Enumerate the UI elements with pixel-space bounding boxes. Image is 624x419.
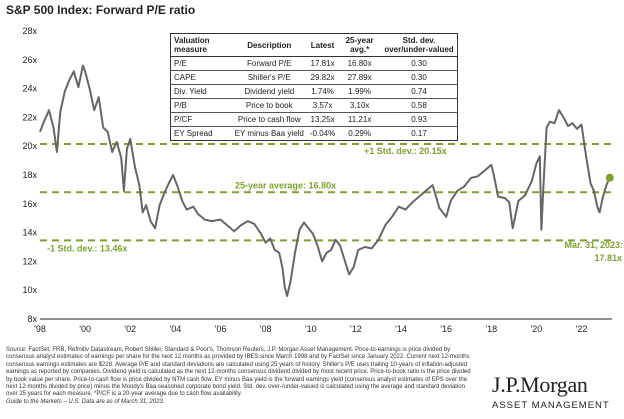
- logo-subtitle: ASSET MANAGEMENT: [492, 400, 610, 411]
- source-text: Source: FactSet, FRB, Refinitiv Datastre…: [6, 347, 471, 398]
- cell-avg: 0.29%: [348, 129, 371, 138]
- cell-avg: 16.80x: [338, 56, 381, 71]
- y-tick-label: 14x: [22, 228, 37, 238]
- table-row: P/CF Price to cash flow 13.25x 11.21x 0.…: [170, 112, 458, 127]
- cell-latest: 17.81x: [306, 56, 339, 71]
- cell-description: Forward P/E: [231, 56, 307, 71]
- source-footnote: Source: FactSet, FRB, Refinitiv Datastre…: [6, 347, 471, 406]
- y-tick-label: 10x: [22, 285, 37, 295]
- x-tick-label: '22: [576, 324, 588, 334]
- col-header-measure: Valuation measure: [170, 33, 232, 57]
- cell-measure: P/B: [170, 98, 232, 113]
- cell-avg: 27.89x: [338, 70, 381, 85]
- table-row: CAPE Shiller's P/E 29.82x 27.89x 0.30: [170, 70, 458, 85]
- latest-annotation-value: 17.81x: [594, 253, 622, 263]
- x-tick-label: '12: [350, 324, 362, 334]
- cell-latest: 1.74%: [306, 84, 339, 99]
- x-axis: '98 '00 '02 '04 '06 '08 '10 '12 '14 '16 '18 '20 '22: [34, 324, 587, 334]
- jpmorgan-logo: J.P.Morgan ASSET MANAGEMENT: [492, 372, 620, 411]
- cell-measure: CAPE: [170, 70, 232, 85]
- cell-latest: 3.57x: [306, 98, 339, 113]
- cell-avg: 1.99%: [338, 84, 381, 99]
- cell-measure: Div. Yield: [170, 84, 232, 99]
- x-tick-label: '20: [531, 324, 543, 334]
- x-tick-label: '10: [305, 324, 317, 334]
- y-tick-label: 28x: [22, 26, 37, 36]
- guide-text: Guide to the Markets – U.S. Data are as …: [6, 398, 165, 405]
- x-tick-label: '06: [215, 324, 227, 334]
- x-tick-label: '18: [485, 324, 497, 334]
- cell-stddev: 0.17: [411, 129, 427, 138]
- x-tick-label: '08: [260, 324, 272, 334]
- cell-latest: 29.82x: [306, 70, 339, 85]
- latest-point-marker: [605, 173, 614, 182]
- cell-stddev: 0.74: [381, 84, 458, 99]
- y-tick-label: 20x: [22, 141, 37, 151]
- chart-title: S&P 500 Index: Forward P/E ratio: [6, 3, 196, 17]
- reference-lines: +1 Std. dev.: 20.15x 25-year average: 16.…: [40, 143, 612, 253]
- reference-line-label: 25-year average: 16.80x: [235, 180, 336, 190]
- cell-stddev: 0.30: [381, 70, 458, 85]
- cell-description: Shiller's P/E: [231, 70, 307, 85]
- cell-description: Dividend yield: [231, 84, 307, 99]
- latest-annotation-date: Mar. 31, 2023:: [564, 240, 623, 250]
- cell-stddev: 0.58: [381, 98, 458, 113]
- x-tick-label: '98: [34, 324, 46, 334]
- x-tick-label: '14: [395, 324, 407, 334]
- cell-measure: EY Spread: [174, 129, 213, 138]
- logo-brand: J.P.Morgan: [492, 372, 588, 397]
- cell-measure: P/CF: [170, 112, 232, 127]
- cell-latest: -0.04%: [309, 129, 336, 138]
- x-tick-label: '02: [124, 324, 136, 334]
- cell-stddev: 0.30: [381, 56, 458, 71]
- y-tick-label: 16x: [22, 199, 37, 209]
- series-layer: [39, 64, 611, 297]
- table-row: Div. Yield Dividend yield 1.74% 1.99% 0.…: [170, 84, 458, 99]
- col-header-description: Description: [231, 33, 307, 57]
- y-axis: 8x 10x 12x 14x 16x 18x 20x 22x 24x 26x 28x: [22, 26, 612, 324]
- annotation-layer: Mar. 31, 2023: 17.81x: [564, 173, 623, 263]
- col-header-avg: 25-year avg.*: [338, 33, 381, 57]
- cell-description: EY minus Baa yield: [234, 129, 304, 138]
- reference-line-label: -1 Std. dev.: 13.46x: [47, 243, 127, 253]
- table-row: P/E Forward P/E 17.81x 16.80x 0.30: [170, 56, 458, 71]
- col-header-stddev: Std. dev. over/under-valued: [381, 33, 458, 57]
- cell-avg: 11.21x: [338, 112, 381, 127]
- pe-ratio-series-line: [39, 64, 611, 297]
- cell-avg: 3.10x: [338, 98, 381, 113]
- x-tick-label: '16: [440, 324, 452, 334]
- y-tick-label: 12x: [22, 256, 37, 266]
- cell-latest: 13.25x: [306, 112, 339, 127]
- reference-line-label: +1 Std. dev.: 20.15x: [364, 146, 447, 156]
- cell-measure: P/E: [170, 56, 232, 71]
- y-tick-label: 8x: [27, 314, 37, 324]
- cell-description: Price to book: [231, 98, 307, 113]
- y-tick-label: 26x: [22, 55, 37, 65]
- valuation-table: Valuation measure Description Latest 25-…: [170, 33, 458, 141]
- y-tick-label: 24x: [22, 84, 37, 94]
- cell-stddev: 0.93: [381, 112, 458, 127]
- y-tick-label: 18x: [22, 170, 37, 180]
- cell-description: Price to cash flow: [231, 112, 307, 127]
- y-tick-label: 22x: [22, 112, 37, 122]
- x-tick-label: '00: [79, 324, 91, 334]
- table-row: P/B Price to book 3.57x 3.10x 0.58: [170, 98, 458, 113]
- x-tick-label: '04: [170, 324, 182, 334]
- table-row: EY Spread EY minus Baa yield -0.04% 0.29…: [171, 127, 458, 141]
- col-header-latest: Latest: [306, 33, 339, 57]
- table-header-row: Valuation measure Description Latest 25-…: [170, 33, 458, 57]
